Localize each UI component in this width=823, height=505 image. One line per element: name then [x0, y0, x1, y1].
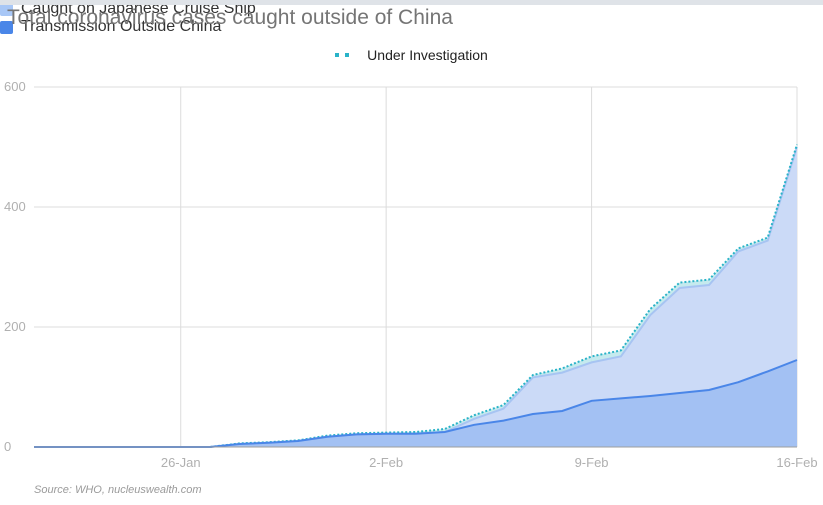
- legend-item-transmission[interactable]: Transmission Outside China: [0, 18, 823, 36]
- blue-swatch-icon: [0, 20, 13, 34]
- y-tick-label: 0: [4, 439, 11, 454]
- y-tick-label: 200: [4, 319, 26, 334]
- x-tick-label: 16-Feb: [776, 455, 817, 470]
- y-tick-label: 400: [4, 199, 26, 214]
- source-note: Source: WHO, nucleuswealth.com: [34, 484, 202, 496]
- x-tick-label: 26-Jan: [161, 455, 201, 470]
- dotted-line-swatch-icon: [335, 53, 350, 57]
- y-tick-label: 600: [4, 79, 26, 94]
- top-border: [0, 0, 823, 5]
- light-blue-swatch-icon: [0, 2, 13, 16]
- legend-label: Transmission Outside China: [21, 18, 222, 35]
- x-tick-label: 2-Feb: [369, 455, 403, 470]
- area-cruise-ship: [34, 147, 797, 447]
- area-chart: 0 200 400 600 26-Jan 2-Feb 9-Feb 16-Feb: [4, 79, 818, 470]
- area-transmission-outside-china: [34, 360, 797, 447]
- legend-item-under-investigation[interactable]: [335, 53, 350, 57]
- legend: Under Investigation: [0, 44, 823, 66]
- legend-label: Under Investigation: [367, 47, 488, 63]
- x-tick-label: 9-Feb: [575, 455, 609, 470]
- chart-title: Total coronavirus cases caught outside o…: [7, 6, 453, 29]
